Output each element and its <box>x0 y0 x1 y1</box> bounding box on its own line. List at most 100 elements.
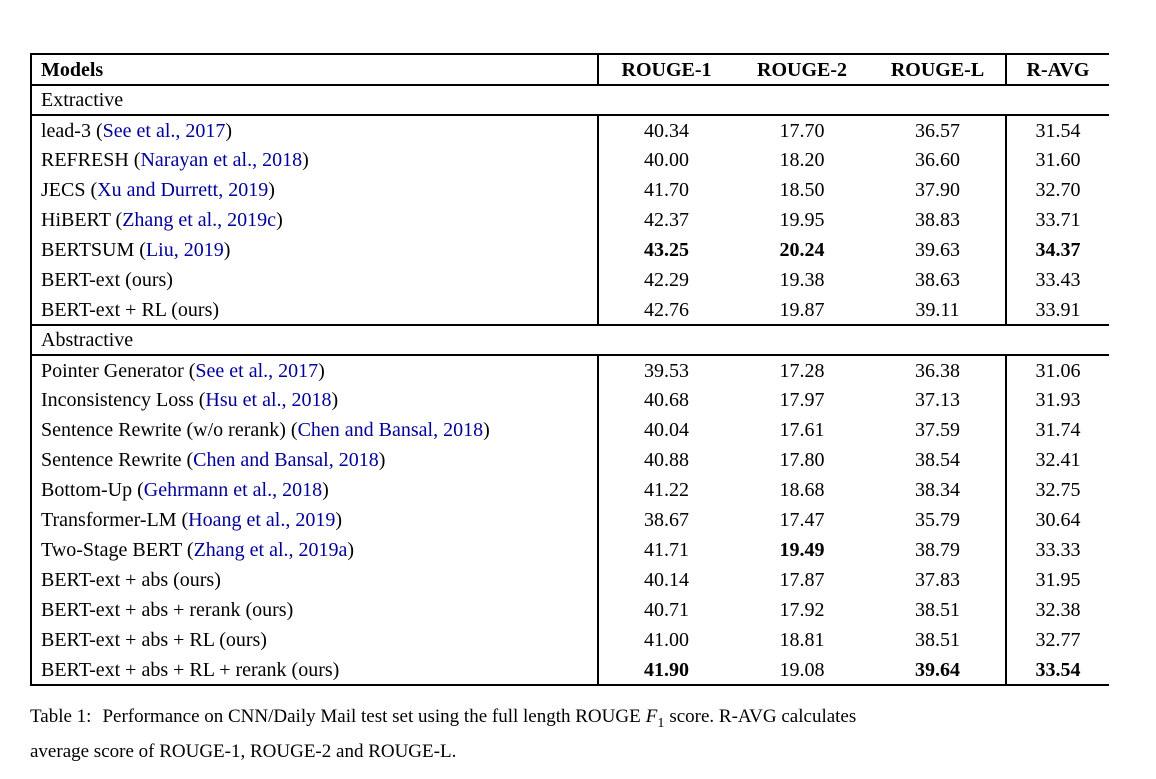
score-cell: 40.34 <box>644 119 689 142</box>
score-cell: 18.50 <box>779 179 825 201</box>
table-row: Inconsistency Loss (Hsu et al., 2018) 40.… <box>31 385 1109 415</box>
score-cell: 31.06 <box>1005 355 1109 385</box>
score-cell: 40.00 <box>644 149 689 171</box>
table-row: Pointer Generator (See et al., 2017) 39.5… <box>31 355 1109 385</box>
model-name: Transformer-LM ( <box>41 509 189 531</box>
model-name: BERT-ext + RL (ours) <box>41 298 220 321</box>
citation-link[interactable]: Zhang et al., 2019c <box>122 209 277 231</box>
score-cell: 33.54 <box>1005 655 1109 685</box>
score-cell: 42.29 <box>644 269 689 291</box>
model-name-cell: Bottom-Up (Gehrmann et al., 2018) <box>31 475 599 505</box>
citation-link[interactable]: Gehrmann et al., 2018 <box>143 479 323 501</box>
score-cell: 31.74 <box>1005 415 1109 445</box>
table-row: Transformer-LM (Hoang et al., 2019) 38.67… <box>31 505 1109 535</box>
score-cell: 40.68 <box>644 389 689 411</box>
table-row: BERT-ext + RL (ours) 42.76 19.87 39.11 33.91 <box>31 295 1109 325</box>
score-cell: 20.24 <box>779 239 825 261</box>
table-row: Sentence Rewrite (w/o rerank) (Chen and … <box>31 415 1109 445</box>
model-name-cell: BERT-ext + abs (ours) <box>31 565 599 595</box>
score-cell: 42.76 <box>644 298 689 321</box>
score-cell: 38.51 <box>915 629 960 651</box>
model-name-paren: ) <box>347 539 355 561</box>
score-cell: 40.14 <box>644 569 689 591</box>
score-cell: 31.95 <box>1005 565 1109 595</box>
table-header-row: Models ROUGE-1 ROUGE-2 ROUGE-L R-AVG <box>31 54 1109 85</box>
table-row: JECS (Xu and Durrett, 2019) 41.70 18.50 37.… <box>31 175 1109 205</box>
score-cell: 18.68 <box>779 479 825 501</box>
score-cell: 17.47 <box>779 509 825 531</box>
citation-link[interactable]: Hsu et al., 2018 <box>205 389 332 411</box>
score-cell: 19.49 <box>779 539 825 561</box>
citation-link[interactable]: Hoang et al., 2019 <box>188 509 336 531</box>
citation-link[interactable]: Xu and Durrett, 2019 <box>97 179 269 201</box>
model-name-cell: JECS (Xu and Durrett, 2019) <box>31 175 599 205</box>
model-name: REFRESH ( <box>41 149 141 171</box>
score-cell: 38.63 <box>915 269 960 291</box>
score-cell: 18.20 <box>779 149 825 171</box>
score-cell: 36.38 <box>915 359 960 382</box>
model-name-cell: Two-Stage BERT (Zhang et al., 2019a) <box>31 535 599 565</box>
score-cell: 41.71 <box>644 539 689 561</box>
model-name-paren: ) <box>331 389 339 411</box>
score-cell: 30.64 <box>1005 505 1109 535</box>
model-name-cell: BERT-ext + RL (ours) <box>31 295 599 325</box>
citation-link[interactable]: Chen and Bansal, 2018 <box>297 419 484 441</box>
score-cell: 37.90 <box>915 179 960 201</box>
score-cell: 42.37 <box>644 209 689 231</box>
score-cell: 19.08 <box>779 658 825 681</box>
model-name: BERT-ext + abs + RL (ours) <box>41 629 267 651</box>
model-name: Bottom-Up ( <box>41 479 144 501</box>
model-name-paren: ) <box>302 149 309 171</box>
citation-link[interactable]: See et al., 2017 <box>195 359 319 382</box>
table-row: lead-3 (See et al., 2017) 40.34 17.70 36.57… <box>31 115 1109 145</box>
column-header-rougel: ROUGE-L <box>890 58 985 81</box>
caption-text-after: score. R-AVG calculates <box>669 706 857 727</box>
score-cell: 41.00 <box>644 629 689 651</box>
model-name: Pointer Generator ( <box>41 359 196 382</box>
score-cell: 17.87 <box>779 569 825 591</box>
model-name-cell: BERT-ext + abs + RL (ours) <box>31 625 599 655</box>
score-cell: 32.41 <box>1005 445 1109 475</box>
table-row: HiBERT (Zhang et al., 2019c) 42.37 19.95 38… <box>31 205 1109 235</box>
caption-line2: average score of ROUGE-1, ROUGE-2 and RO… <box>30 740 457 762</box>
model-name-cell: Inconsistency Loss (Hsu et al., 2018) <box>31 385 599 415</box>
citation-link[interactable]: See et al., 2017 <box>102 119 226 142</box>
score-cell: 31.54 <box>1005 115 1109 145</box>
model-name-cell: Sentence Rewrite (w/o rerank) (Chen and … <box>31 415 599 445</box>
score-cell: 41.22 <box>644 479 689 501</box>
score-cell: 39.11 <box>915 298 960 321</box>
model-name: JECS ( <box>41 179 98 201</box>
score-cell: 33.33 <box>1005 535 1109 565</box>
score-cell: 38.79 <box>915 539 960 561</box>
section-label: Abstractive <box>41 329 134 351</box>
citation-link[interactable]: Zhang et al., 2019a <box>193 539 348 561</box>
table-row: Two-Stage BERT (Zhang et al., 2019a) 41.7… <box>31 535 1109 565</box>
citation-link[interactable]: Chen and Bansal, 2018 <box>193 449 379 471</box>
score-cell: 32.75 <box>1005 475 1109 505</box>
table-row: BERT-ext (ours) 42.29 19.38 38.63 33.43 <box>31 265 1109 295</box>
column-header-ravg: R-AVG <box>1005 54 1109 85</box>
model-name-cell: HiBERT (Zhang et al., 2019c) <box>31 205 599 235</box>
model-name-paren: ) <box>483 419 490 441</box>
citation-link[interactable]: Narayan et al., 2018 <box>140 149 303 171</box>
score-cell: 38.34 <box>915 479 960 501</box>
score-cell: 32.77 <box>1005 625 1109 655</box>
score-cell: 40.04 <box>644 419 689 441</box>
score-cell: 38.83 <box>915 209 960 231</box>
model-name-cell: BERT-ext (ours) <box>31 265 599 295</box>
score-cell: 17.70 <box>779 119 825 142</box>
model-name-cell: BERTSUM (Liu, 2019) <box>31 235 599 265</box>
model-name: Sentence Rewrite ( <box>41 449 194 471</box>
score-cell: 36.57 <box>915 119 960 142</box>
score-cell: 17.97 <box>779 389 825 411</box>
score-cell: 37.59 <box>915 419 960 441</box>
model-name-cell: BERT-ext + abs + RL + rerank (ours) <box>31 655 599 685</box>
table-row: BERT-ext + abs + rerank (ours) 40.71 17.92… <box>31 595 1109 625</box>
model-name-cell: Transformer-LM (Hoang et al., 2019) <box>31 505 599 535</box>
caption-f1-symbol: F1 <box>645 706 665 731</box>
model-name: lead-3 ( <box>41 119 103 142</box>
score-cell: 33.43 <box>1005 265 1109 295</box>
score-cell: 31.60 <box>1005 145 1109 175</box>
citation-link[interactable]: Liu, 2019 <box>145 239 224 261</box>
